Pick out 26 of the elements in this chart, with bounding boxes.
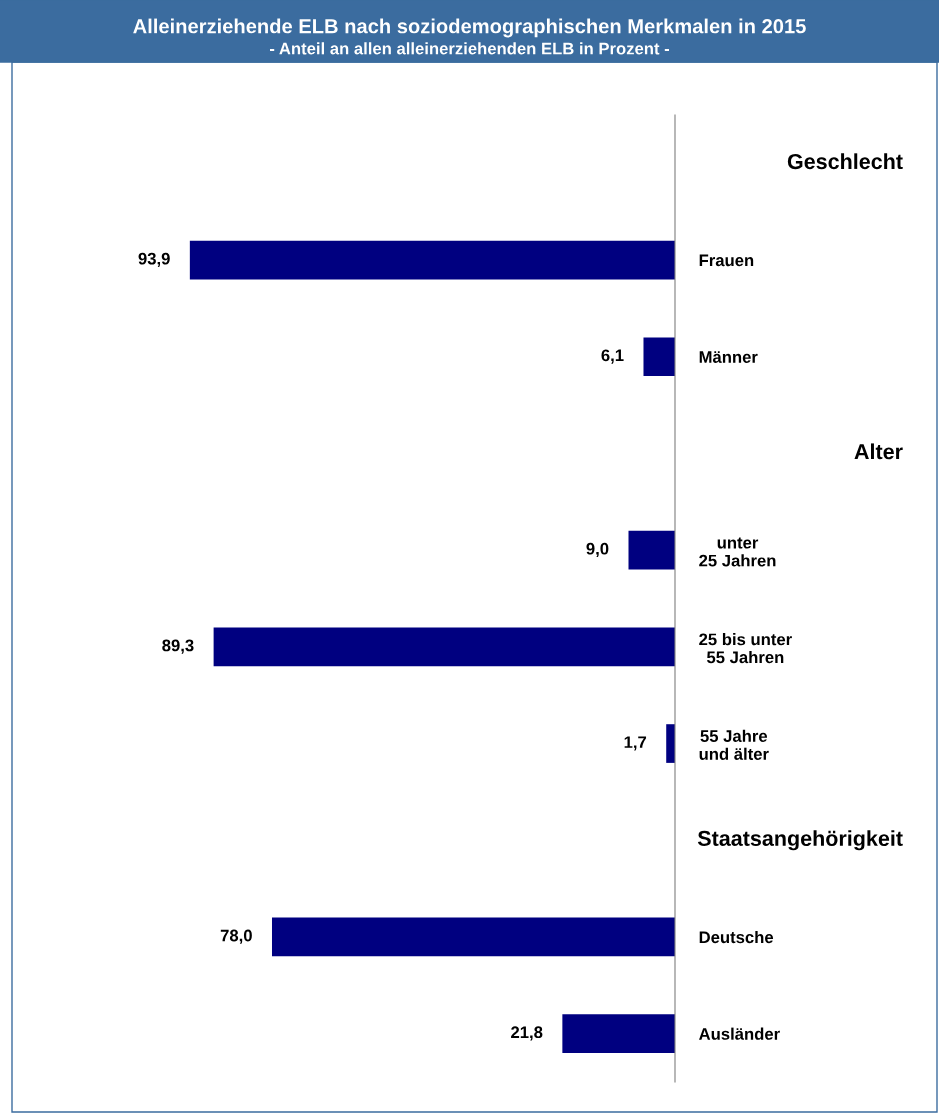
- data-label: 93,9: [138, 252, 170, 267]
- chart-title: Alleinerziehende ELB nach soziodemographischen Merkmalen in 2015: [133, 18, 806, 38]
- bar: [213, 627, 675, 667]
- data-label: 1,7: [624, 736, 647, 751]
- y-tick-label: Frauen: [699, 254, 754, 267]
- text: Geschlecht: [787, 153, 903, 170]
- text: Staatsangehörigkeit: [697, 830, 903, 851]
- bar: [271, 917, 675, 957]
- text: Alter: [854, 443, 903, 460]
- bar: [643, 337, 675, 377]
- y-tick-label: Männer: [699, 351, 758, 363]
- bar: [189, 240, 675, 280]
- y-tick-label: unter 25 Jahren: [699, 537, 776, 567]
- data-label: 89,3: [162, 639, 194, 654]
- data-label: 21,8: [511, 1026, 543, 1041]
- data-label: 78,0: [220, 929, 252, 944]
- bar: [628, 530, 675, 570]
- bar: [666, 724, 675, 763]
- y-tick-label: Deutsche: [699, 930, 774, 944]
- y-tick-label: Ausländer: [699, 1027, 780, 1040]
- chart-subtitle: - Anteil an allen alleinerziehenden ELB in Prozent -: [269, 42, 670, 55]
- y-tick-label: 55 Jahre und älter: [699, 729, 769, 760]
- data-label: 6,1: [601, 349, 624, 364]
- y-tick-label: 25 bis unter 55 Jahren: [699, 633, 792, 664]
- data-label: 9,0: [586, 542, 609, 558]
- bar: [562, 1014, 675, 1053]
